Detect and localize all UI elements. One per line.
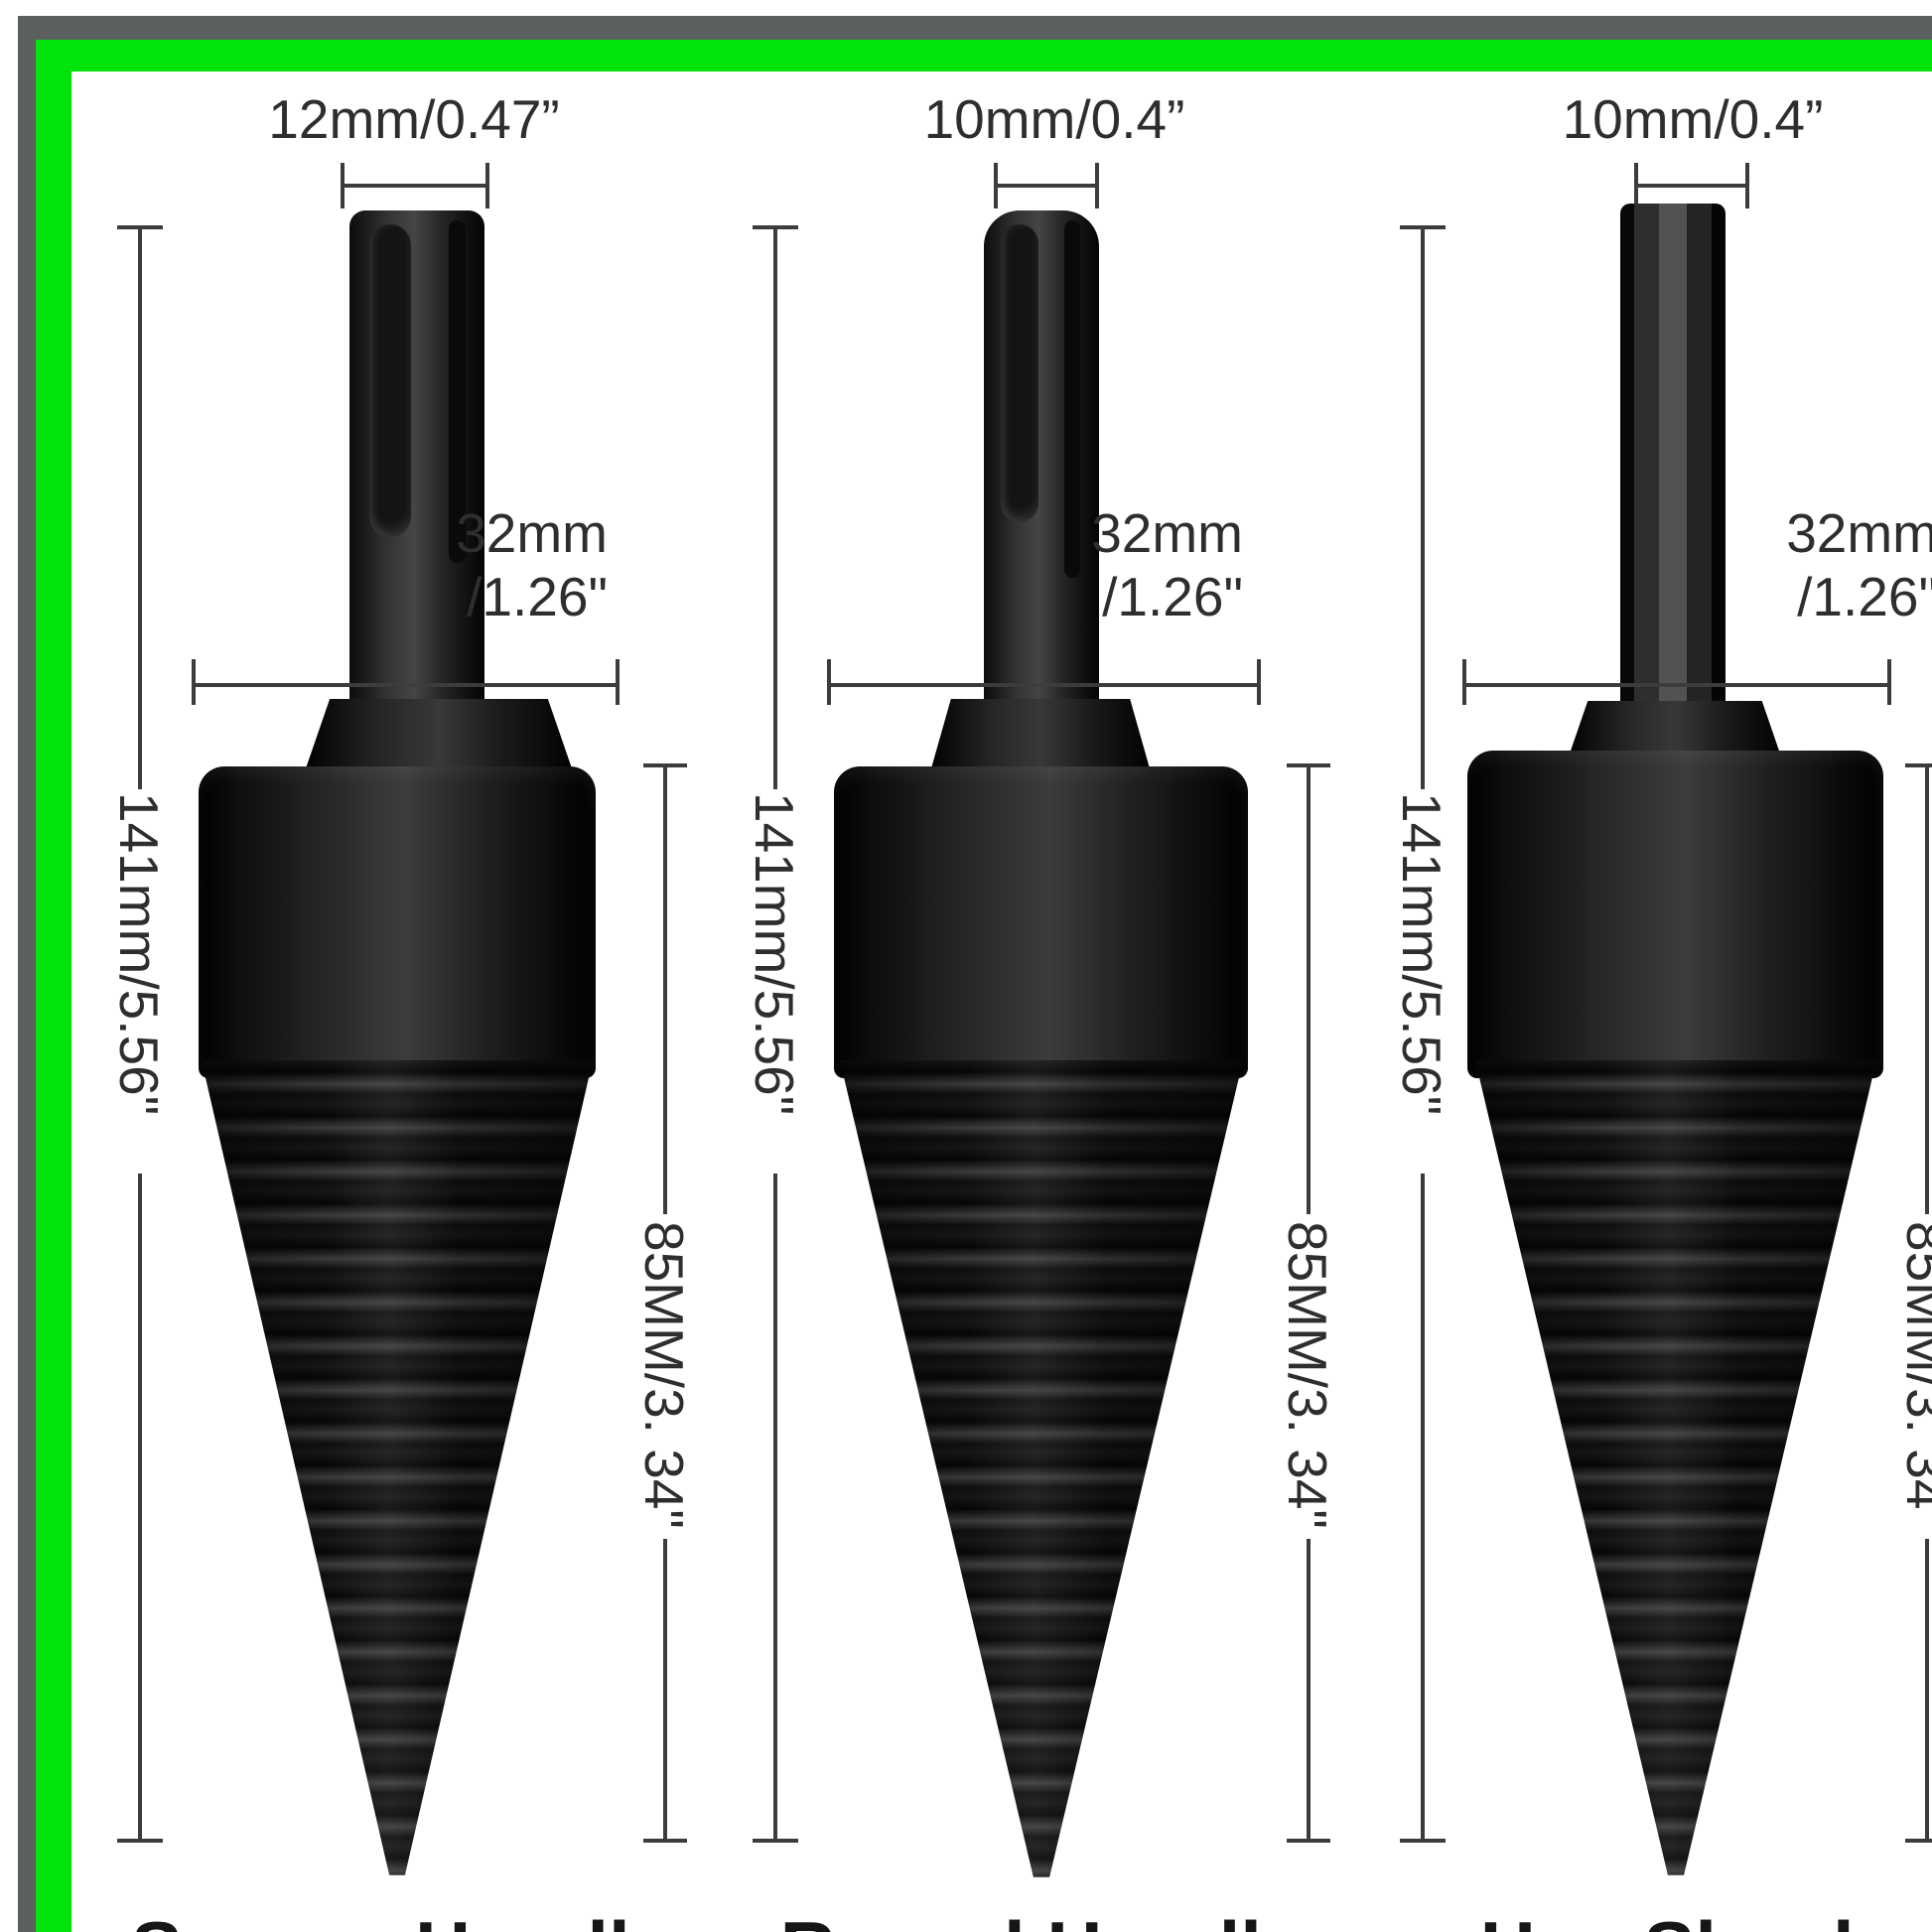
bit3-shank-dim-tick-right — [1745, 163, 1749, 208]
bit3-body-width-line1: 32mm — [1786, 502, 1932, 564]
bit1-body-cylinder — [199, 766, 596, 1078]
bit3-body-width-label: 32mm /1.26" — [1690, 501, 1932, 628]
bit1-shank-slot — [449, 220, 466, 563]
bit3-body-dim-tick-left — [1462, 659, 1466, 705]
bit3-body-dim-line — [1464, 683, 1889, 687]
bit2-cone-dim-line-upper — [1307, 765, 1311, 1214]
bit3-body-cylinder — [1467, 751, 1883, 1078]
bit2-cone-dim-bottom-tick — [1287, 1839, 1330, 1843]
bit2-shank-width-label: 10mm/0.4” — [923, 88, 1185, 150]
bit2-body-width-label: 32mm /1.26" — [995, 501, 1243, 628]
bit3-length-dim-bottom-tick — [1400, 1839, 1446, 1843]
bit2-cone-dim-line-lower — [1307, 1539, 1311, 1841]
bit1-hex-nut — [306, 699, 572, 768]
bit1-shank-dim-line — [343, 184, 489, 188]
bit1-cone-dim-line-lower — [663, 1539, 667, 1841]
bit1-length-dim-bottom-tick — [117, 1839, 163, 1843]
bit3-cone-dim-line-upper — [1925, 765, 1929, 1214]
bit1-body-width-line2: /1.26" — [467, 566, 608, 627]
outer-frame-top — [18, 16, 1932, 40]
bit2-threaded-cone — [840, 1060, 1243, 1877]
bit1-body-dim-tick-left — [192, 659, 196, 705]
green-frame-left — [36, 40, 71, 1932]
bit2-length-dim-line-lower — [773, 1173, 777, 1841]
bit3-shank-dim-line — [1636, 184, 1747, 188]
bit1-threaded-cone — [202, 1060, 593, 1875]
bit3-shank-dim-tick-left — [1634, 163, 1638, 208]
bit2-body-dim-tick-right — [1257, 659, 1261, 705]
bit3-cone-dim-line-lower — [1925, 1539, 1929, 1841]
bit1-body-dim-line — [194, 683, 619, 687]
bit2-body-dim-tick-left — [827, 659, 831, 705]
bit3-body-width-line2: /1.26" — [1797, 566, 1932, 627]
bit3-length-label: 141mm/5.56" — [1391, 792, 1452, 1116]
bit3-name-label: Hex Shank — [1480, 1904, 1876, 1932]
bit3-body-dim-tick-right — [1887, 659, 1891, 705]
bit3-threaded-cone — [1475, 1060, 1876, 1875]
bit1-length-dim-line-lower — [138, 1173, 142, 1841]
bit3-cone-dim-bottom-tick — [1905, 1839, 1932, 1843]
bit1-shank-groove — [369, 224, 411, 537]
bit2-body-width-line1: 32mm — [1091, 502, 1243, 564]
bit1-length-dim-line-upper — [138, 227, 142, 789]
bit2-length-dim-bottom-tick — [753, 1839, 798, 1843]
bit1-cone-dim-bottom-tick — [643, 1839, 687, 1843]
bit1-shank-dim-tick-right — [485, 163, 489, 208]
bit3-shank — [1620, 204, 1725, 705]
bit1-cone-length-label: 85MM/3. 34" — [633, 1221, 695, 1529]
bit2-body-width-line2: /1.26" — [1102, 566, 1243, 627]
bit2-shank-groove — [1001, 224, 1038, 522]
bit3-cone-length-label: 85MM/3. 34" — [1895, 1221, 1932, 1529]
bit2-cone-length-label: 85MM/3. 34" — [1277, 1221, 1338, 1529]
bit2-body-dim-line — [829, 683, 1259, 687]
bit1-shank-width-label: 12mm/0.47” — [268, 88, 560, 150]
bit1-name-label: Square Handle — [131, 1904, 673, 1932]
outer-frame-left — [18, 16, 36, 1932]
bit1-body-width-label: 32mm /1.26" — [359, 501, 608, 628]
bit2-length-dim-line-upper — [773, 227, 777, 789]
bit1-shank-dim-tick-left — [341, 163, 345, 208]
green-frame-top — [36, 40, 1932, 71]
bit1-cone-dim-line-upper — [663, 765, 667, 1214]
bit3-hex-nut — [1569, 701, 1781, 757]
bit2-hex-nut — [931, 699, 1150, 768]
bit3-length-dim-line-upper — [1421, 227, 1425, 789]
bit3-shank-width-label: 10mm/0.4” — [1562, 88, 1824, 150]
bit2-length-label: 141mm/5.56" — [744, 792, 805, 1116]
bit2-shank-slot — [1064, 220, 1080, 578]
bit2-body-cylinder — [834, 766, 1248, 1078]
bit3-length-dim-line-lower — [1421, 1173, 1425, 1841]
bit1-body-width-line1: 32mm — [456, 502, 608, 564]
bit1-length-label: 141mm/5.56" — [108, 792, 170, 1116]
bit2-name-label: Round Handle — [780, 1904, 1306, 1932]
bit3-cone-dim-top-tick — [1905, 763, 1932, 767]
bit2-shank-dim-tick-left — [994, 163, 998, 208]
bit2-shank-dim-tick-right — [1095, 163, 1099, 208]
bit2-shank-dim-line — [996, 184, 1099, 188]
bit1-body-dim-tick-right — [616, 659, 620, 705]
